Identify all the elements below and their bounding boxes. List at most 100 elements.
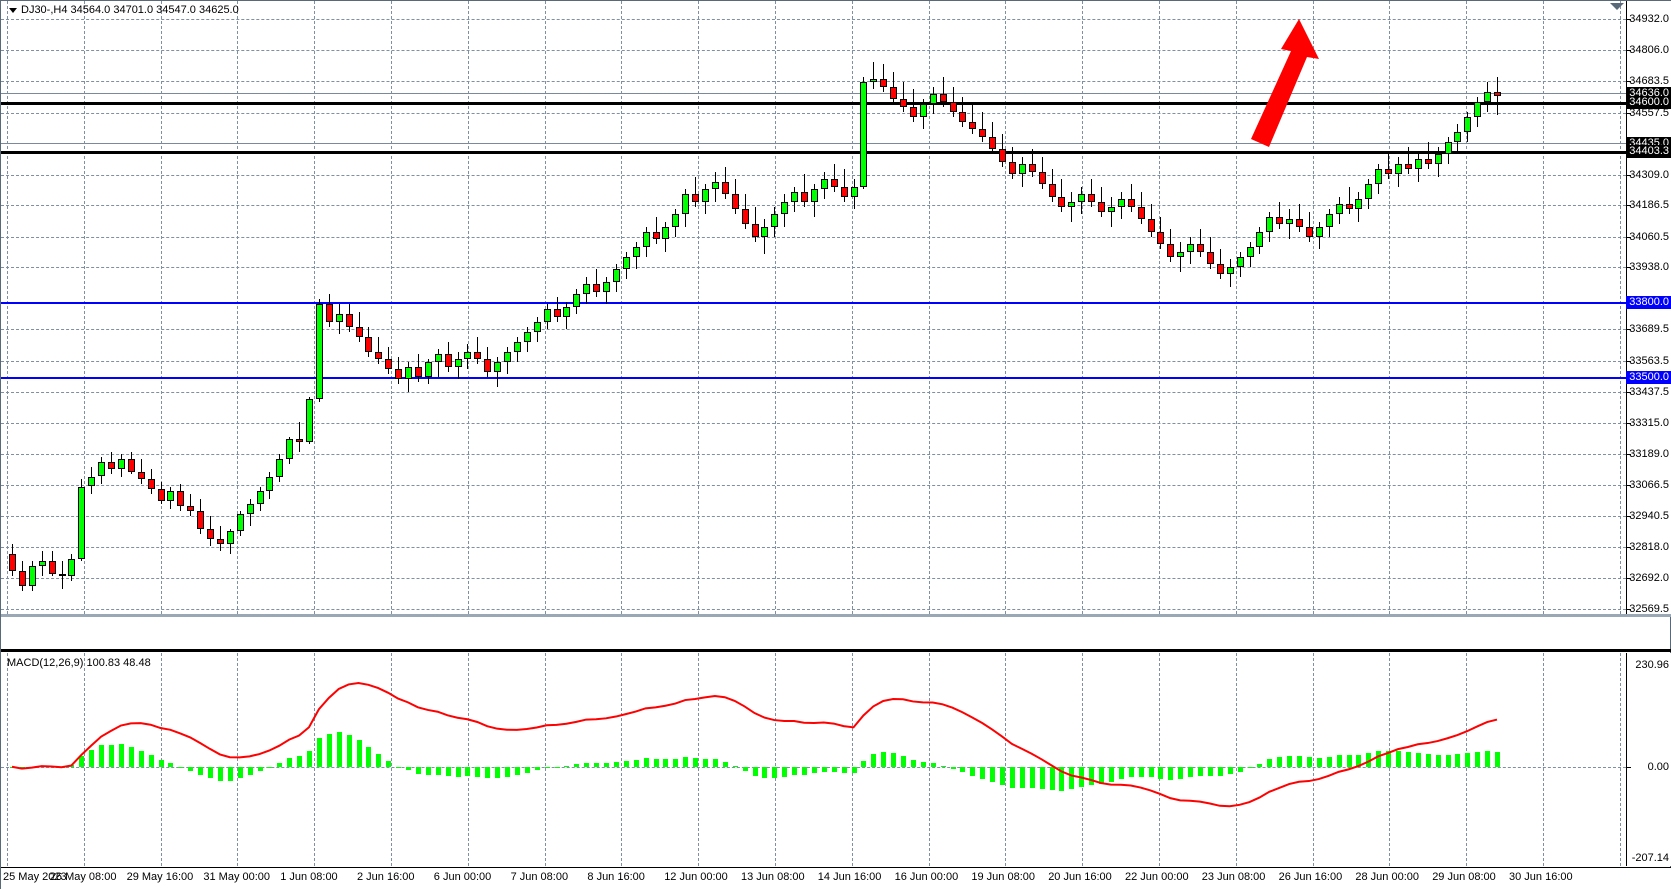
price-axis-tick: 33938.0 <box>1629 261 1669 274</box>
macd-histogram-bar <box>1376 751 1382 767</box>
candle-wick <box>1497 76 1498 116</box>
price-chart-panel[interactable]: 34932.0 34806.0 34683.5 34557.5 34309.0 34186… <box>1 1 1671 614</box>
candle-body <box>1404 164 1412 170</box>
macd-histogram-bar <box>673 758 679 767</box>
candle-wick <box>952 86 954 117</box>
macd-histogram-bar <box>851 766 857 773</box>
time-axis-tick: 14 Jun 16:00 <box>817 871 882 883</box>
candle-body <box>137 471 145 479</box>
price-level-line[interactable] <box>1 143 1626 145</box>
panel-divider-upper <box>1 614 1671 617</box>
macd-histogram-bar <box>1316 757 1322 767</box>
macd-histogram-bar <box>653 759 659 767</box>
grid-line-horizontal <box>1 516 1626 518</box>
macd-histogram-bar <box>1257 763 1263 767</box>
candle-body <box>989 136 997 150</box>
candle-wick <box>804 174 805 207</box>
macd-histogram-bar <box>1128 766 1134 778</box>
grid-line-horizontal <box>1 19 1626 20</box>
macd-histogram-bar <box>1237 766 1243 772</box>
macd-histogram-bar <box>683 757 689 767</box>
macd-histogram-bar <box>1495 751 1500 767</box>
macd-histogram-bar <box>1247 766 1253 769</box>
candle-body <box>632 246 640 257</box>
candle-body <box>890 86 898 100</box>
price-scale[interactable]: 34932.0 34806.0 34683.5 34557.5 34309.0 34186… <box>1626 1 1671 614</box>
price-axis-tick: 34557.5 <box>1629 106 1669 119</box>
price-level-tag[interactable]: 33500.0 <box>1626 370 1671 384</box>
chart-header-label: DJ30-,H4 34564.0 34701.0 34547.0 34625.0 <box>9 4 239 16</box>
candle-body <box>543 309 551 322</box>
candle-body <box>286 439 294 460</box>
macd-axis-tick: 230.96 <box>1635 659 1669 671</box>
candle-body <box>405 366 412 380</box>
candle-body <box>1256 231 1264 247</box>
price-level-line[interactable] <box>1 101 1626 105</box>
macd-histogram-bar <box>1009 766 1015 789</box>
macd-histogram-bar <box>960 766 966 773</box>
macd-scale[interactable]: 230.96 0.00 -207.14 <box>1626 653 1671 866</box>
price-plot-area[interactable] <box>1 1 1626 614</box>
candle-wick <box>477 336 479 365</box>
candle-body <box>692 194 700 202</box>
candle-body <box>1177 251 1185 257</box>
candle-body <box>504 351 511 362</box>
macd-histogram-bar <box>396 766 402 768</box>
candle-body <box>949 101 957 112</box>
candle-body <box>355 326 363 337</box>
price-level-line[interactable] <box>1 301 1626 304</box>
grid-line-horizontal <box>1 546 1626 548</box>
macd-histogram-bar <box>1227 766 1233 775</box>
macd-histogram-bar <box>118 744 124 767</box>
macd-histogram-bar <box>970 766 976 776</box>
price-level-tag[interactable]: 33800.0 <box>1626 295 1671 309</box>
macd-histogram-bar <box>307 751 312 767</box>
macd-histogram-bar <box>871 754 877 767</box>
macd-histogram-bar <box>594 763 600 767</box>
time-axis[interactable]: 25 May 2023 26 May 08:00 29 May 16:00 31 Ma… <box>1 867 1671 889</box>
price-level-line[interactable] <box>1 376 1626 379</box>
macd-histogram-bar <box>1346 755 1352 767</box>
candle-body <box>424 361 432 377</box>
candle-body <box>78 486 86 559</box>
candle-body <box>1127 199 1135 207</box>
macd-histogram-bar <box>188 766 194 771</box>
candle-body <box>919 104 927 117</box>
price-level-line[interactable] <box>1 92 1626 94</box>
price-level-tag[interactable]: 34403.3 <box>1626 145 1671 159</box>
chevron-down-icon[interactable] <box>1610 3 1624 10</box>
price-axis-tickmark <box>1627 236 1631 238</box>
macd-histogram-bar <box>623 761 629 767</box>
price-level-line[interactable] <box>1 151 1626 155</box>
macd-indicator-panel[interactable]: 230.96 0.00 -207.14 MACD(12,26,9) 100.83 4… <box>1 653 1671 866</box>
macd-histogram-bar <box>366 747 372 767</box>
macd-histogram-bar <box>1089 766 1095 785</box>
macd-histogram-bar <box>1099 766 1104 785</box>
price-level-tag[interactable]: 34600.0 <box>1626 95 1671 109</box>
macd-histogram-bar <box>1465 753 1471 767</box>
candle-body <box>840 186 848 197</box>
candle-wick <box>596 269 598 297</box>
candle-wick <box>962 96 964 127</box>
candle-body <box>929 94 937 105</box>
candle-body <box>197 511 205 529</box>
time-axis-tick: 1 Jun 08:00 <box>280 871 338 883</box>
macd-histogram-bar <box>1019 766 1025 789</box>
macd-histogram-bar <box>782 766 788 777</box>
candle-body <box>1028 164 1036 172</box>
triangle-down-icon[interactable] <box>9 7 17 13</box>
candle-wick <box>1279 201 1281 230</box>
price-axis-tick: 32818.0 <box>1629 540 1669 553</box>
candle-body <box>1266 216 1274 232</box>
candle-body <box>741 209 749 225</box>
time-axis-tick: 19 Jun 08:00 <box>971 871 1036 883</box>
macd-plot-area[interactable] <box>1 653 1626 866</box>
macd-histogram-bar <box>1188 766 1194 778</box>
macd-axis-tick: 0.00 <box>1647 760 1669 773</box>
grid-line-horizontal <box>1 484 1626 486</box>
price-axis-tick: 33189.0 <box>1629 448 1669 461</box>
macd-histogram-bar <box>485 766 491 779</box>
candle-body <box>1048 184 1056 197</box>
candle-body <box>751 224 759 237</box>
